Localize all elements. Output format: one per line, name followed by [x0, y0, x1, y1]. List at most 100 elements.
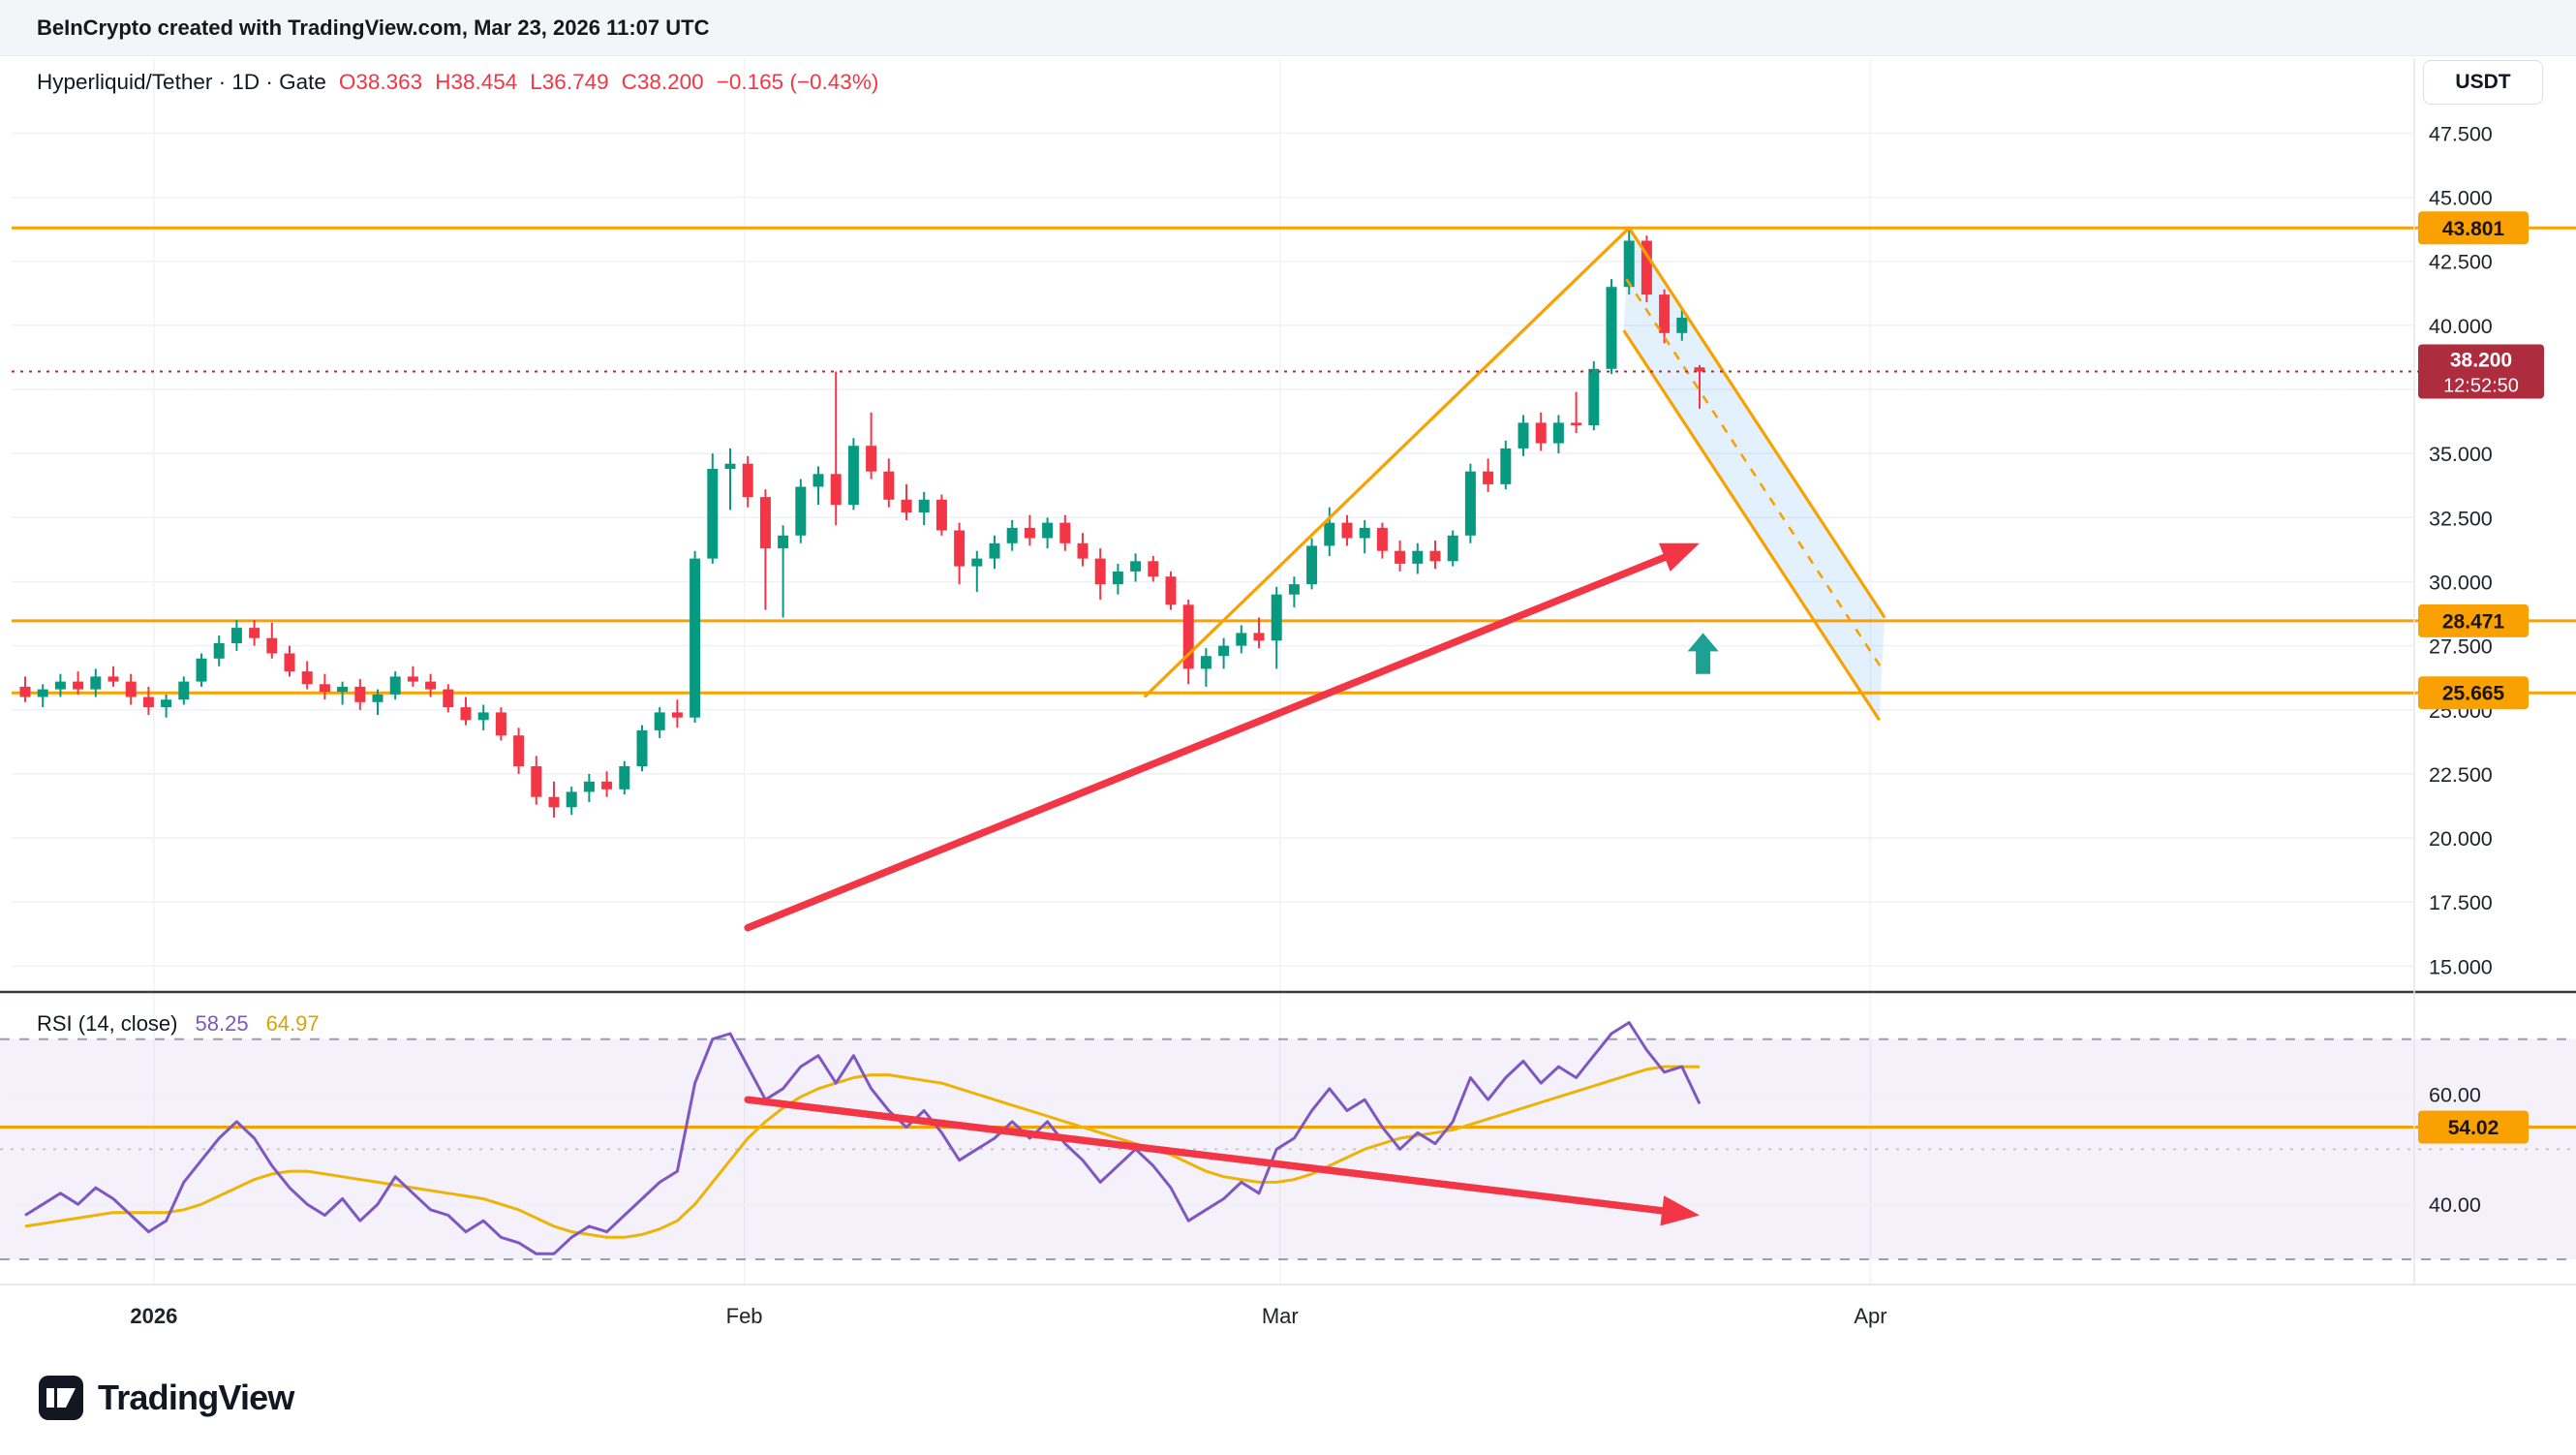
price-tick-label: 27.500	[2429, 635, 2493, 659]
candle	[107, 666, 119, 687]
candle	[813, 466, 824, 506]
level-price-label-text: 28.471	[2442, 610, 2505, 633]
channel-midline	[1625, 278, 1884, 670]
candle	[266, 622, 278, 659]
candle	[548, 781, 560, 818]
candle	[1182, 600, 1194, 685]
level-price-label: 28.471	[2418, 604, 2529, 637]
candle	[1588, 360, 1600, 431]
channel-lower-line	[1622, 329, 1881, 722]
rsi-legend[interactable]: RSI (14, close) 58.25 64.97	[37, 1011, 320, 1037]
level-price-label-text: 43.801	[2442, 218, 2505, 240]
candle	[1535, 412, 1547, 451]
candle	[901, 483, 912, 520]
candle	[742, 455, 753, 508]
candle	[971, 550, 983, 592]
candle	[830, 371, 842, 526]
candle	[1006, 519, 1018, 551]
candle	[1676, 310, 1688, 341]
candle	[301, 661, 313, 690]
candle	[389, 671, 401, 700]
candle	[1641, 235, 1652, 302]
price-tick-label: 30.000	[2429, 572, 2493, 595]
time-tick-label: 2026	[130, 1304, 177, 1328]
symbol-legend[interactable]: Hyperliquid/Tether · 1D · Gate O38.363 H…	[37, 70, 878, 95]
candle	[1306, 538, 1318, 590]
currency-toggle-button[interactable]: USDT	[2423, 60, 2543, 105]
price-tick-label: 32.500	[2429, 507, 2493, 530]
candle	[1412, 542, 1424, 574]
bearish-rsi-arrow	[744, 1096, 1700, 1226]
candle	[1271, 586, 1282, 669]
candle	[636, 725, 648, 772]
rsi-indicator-title: RSI (14, close)	[37, 1011, 178, 1036]
candle	[531, 756, 542, 805]
ohlc-open: O38.363	[338, 70, 423, 94]
candle	[1447, 530, 1458, 567]
candle	[19, 676, 31, 702]
candle	[1218, 637, 1230, 669]
candle	[1236, 625, 1247, 654]
rsi-band-fill	[0, 1038, 2576, 1259]
candle	[1077, 533, 1089, 567]
candle	[989, 535, 1000, 570]
candle	[1165, 571, 1177, 610]
candle	[583, 773, 595, 802]
candle	[759, 489, 771, 610]
ohlc-high: H38.454	[435, 70, 518, 94]
candle	[847, 438, 859, 511]
current-price-value: 38.200	[2450, 350, 2512, 372]
price-tick-label: 35.000	[2429, 443, 2493, 466]
tradingview-logo[interactable]: TradingView	[39, 1376, 294, 1420]
price-tick-label: 20.000	[2429, 827, 2493, 851]
candle	[37, 684, 48, 708]
candle	[213, 635, 225, 666]
bar-countdown: 12:52:50	[2443, 376, 2519, 397]
ohlc-low: L36.749	[530, 70, 609, 94]
candle	[1606, 279, 1617, 375]
candle	[795, 479, 807, 543]
rising-trendline	[1143, 227, 1631, 698]
candle	[1024, 514, 1035, 546]
candle	[319, 673, 330, 700]
candle	[337, 681, 349, 705]
candle	[619, 760, 630, 795]
candle	[1059, 514, 1071, 551]
candle	[918, 491, 930, 526]
candle	[1324, 507, 1335, 556]
candle	[566, 787, 577, 816]
candle	[1552, 415, 1564, 454]
rsi-line	[24, 1021, 1702, 1255]
candle	[1395, 541, 1406, 572]
candle	[1094, 548, 1106, 600]
candle	[866, 412, 877, 480]
candle	[671, 699, 683, 728]
candle	[230, 620, 242, 651]
ohlc-close: C38.200	[621, 70, 704, 94]
candle	[1571, 391, 1582, 433]
price-tick-label: 40.000	[2429, 315, 2493, 338]
current-price-label: 38.200 12:52:50	[2418, 344, 2544, 399]
level-price-label: 25.665	[2418, 676, 2529, 710]
rsi-tick-label: 60.00	[2429, 1084, 2481, 1107]
candle	[443, 684, 454, 713]
rsi-level-label: 54.02	[2418, 1110, 2529, 1144]
candle	[601, 771, 613, 797]
rsi-value: 58.25	[195, 1011, 249, 1036]
candle	[1288, 576, 1300, 607]
price-tick-label: 15.000	[2429, 955, 2493, 978]
candle	[1659, 289, 1671, 344]
candle	[142, 686, 154, 715]
candle	[161, 694, 172, 718]
tradingview-logo-icon	[39, 1376, 83, 1420]
candle	[1464, 463, 1476, 543]
candle	[1112, 563, 1123, 595]
candle	[1694, 364, 1705, 409]
bullish-trend-arrow	[744, 542, 1700, 932]
candle	[1376, 522, 1388, 559]
candle	[460, 697, 472, 726]
tradingview-logo-text: TradingView	[98, 1378, 294, 1417]
candle	[73, 671, 84, 695]
candle	[284, 645, 295, 677]
